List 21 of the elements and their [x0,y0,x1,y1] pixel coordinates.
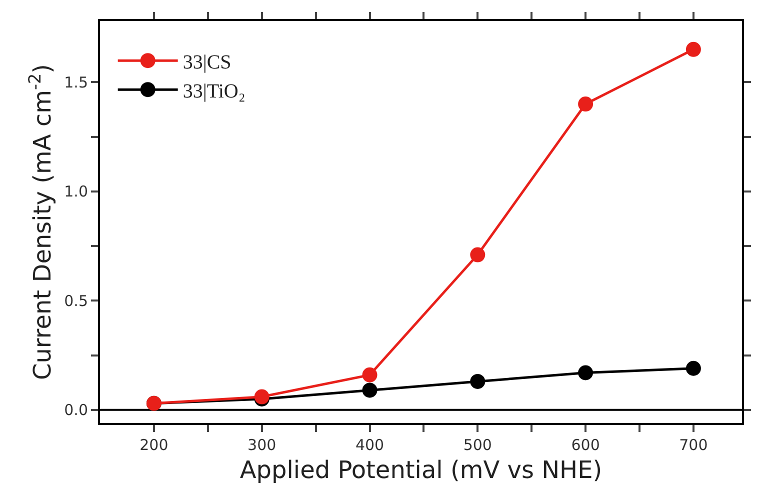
y-tick-label: 0.0 [64,401,88,420]
x-tick-label: 300 [248,436,276,454]
x-tick-label: 400 [355,436,384,454]
y-tick-label: 1.0 [64,182,88,201]
y-tick-label: 0.5 [64,292,88,310]
point [686,360,701,376]
point [578,96,594,112]
point [686,42,701,57]
point [470,374,486,389]
point [362,367,378,382]
x-tick-label: 600 [571,436,600,454]
legend-label: 33|TiO₂ [182,80,246,102]
point [578,365,594,380]
y-tick-label: 1.5 [64,73,88,92]
legend-label: 33|CS [182,51,232,74]
x-axis-title: Applied Potential (mV vs NHE) [240,456,602,484]
x-tick-label: 200 [140,436,168,454]
point [470,247,486,262]
point [362,382,378,398]
x-tick-label: 700 [679,436,708,454]
x-tick-label: 500 [463,436,492,454]
